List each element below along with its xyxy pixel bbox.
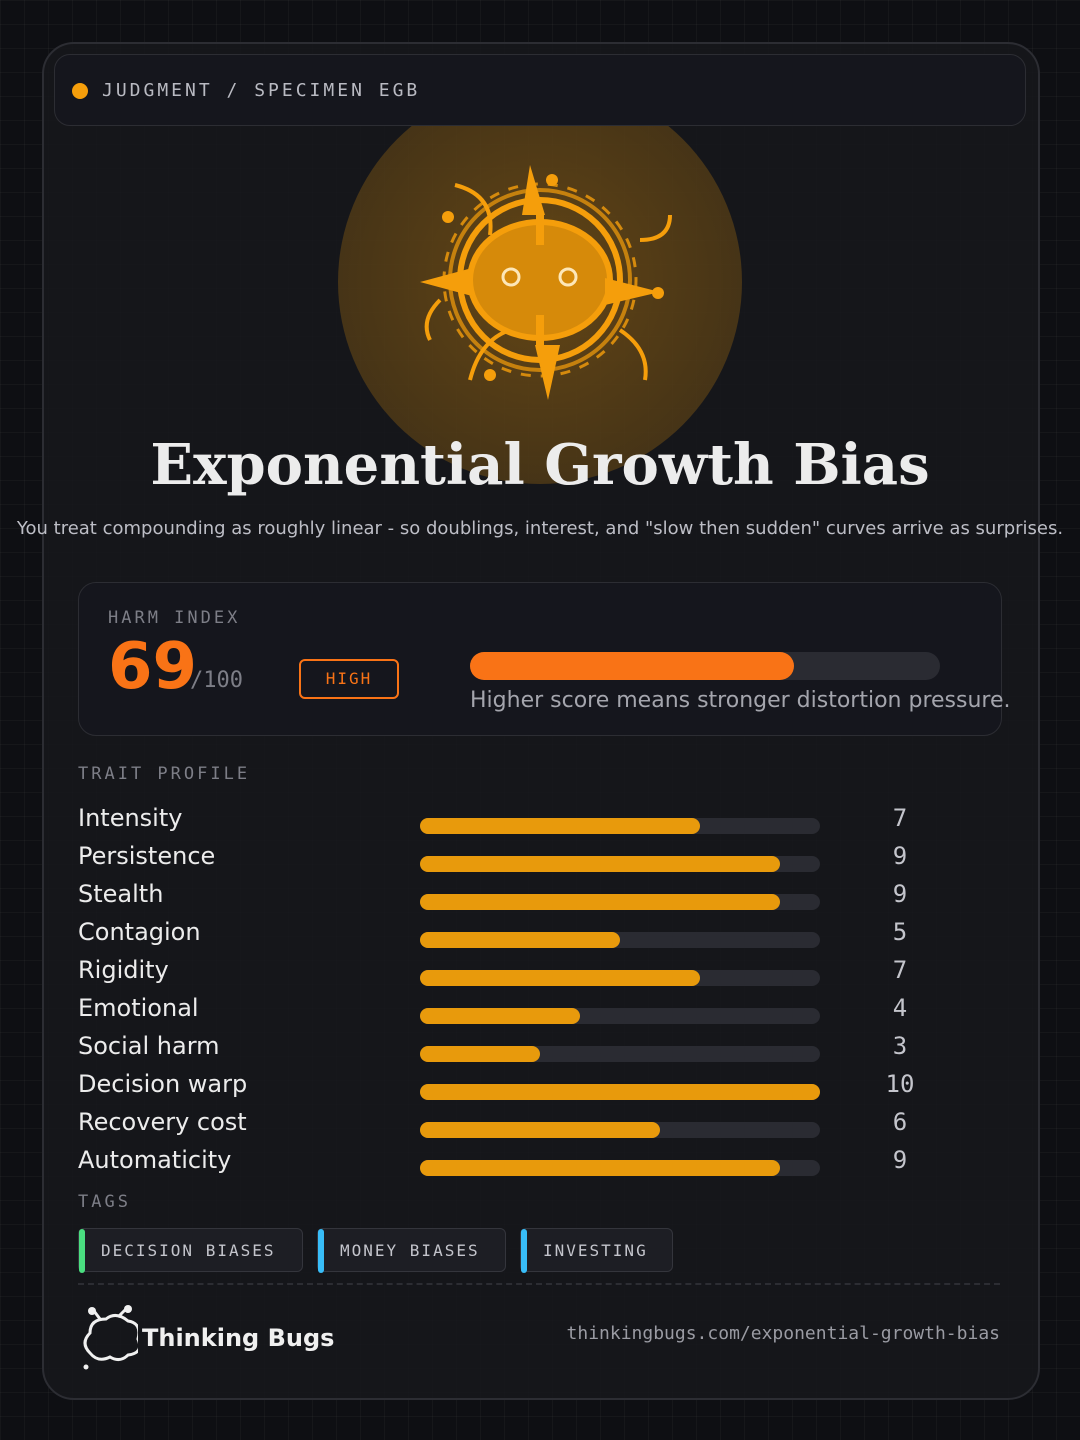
tags-label: TAGS [78,1192,131,1212]
harm-note: Higher score means stronger distortion p… [470,688,1011,713]
trait-value: 10 [885,1070,915,1098]
harm-level: HIGH [299,659,399,699]
tag-color [79,1229,85,1273]
trait-name: Intensity [78,804,183,832]
trait-bar [420,894,780,910]
trait-name: Decision warp [78,1070,248,1098]
trait-name: Automaticity [78,1146,232,1174]
logo [83,1305,138,1370]
trait-name: Contagion [78,918,201,946]
trait-bar [420,1008,580,1024]
traits-label: TRAIT PROFILE [78,764,251,784]
tag-color [521,1229,527,1273]
harm-bar [470,652,795,680]
trait-value: 7 [892,804,908,832]
trait-bar [420,818,700,834]
trait-name: Social harm [78,1032,220,1060]
trait-value: 9 [892,880,908,908]
trait-bar [420,856,780,872]
trait-name: Rigidity [78,956,169,984]
trait-bar [420,932,620,948]
harm-label: HARM INDEX [108,608,241,628]
tag: INVESTING [520,1228,673,1273]
trait-value: 3 [892,1032,908,1060]
divider [78,1283,1000,1285]
harm-max: /100 [190,668,243,693]
harm-score: 69 [108,630,198,704]
header-label: JUDGMENT / SPECIMEN EGB [102,80,421,101]
trait-bar [420,970,700,986]
trait-value: 6 [892,1108,908,1136]
trait-bar [420,1122,660,1138]
status-dot [72,83,88,99]
header-bar [54,54,1026,126]
brand: Thinking Bugs [142,1324,335,1352]
trait-name: Stealth [78,880,164,908]
trait-bar [420,1046,540,1062]
tag-color [318,1229,324,1273]
tag: DECISION BIASES [78,1228,303,1273]
url: thinkingbugs.com/exponential-growth-bias [566,1323,1000,1344]
trait-bar [420,1160,780,1176]
trait-name: Persistence [78,842,216,870]
subtitle: You treat compounding as roughly linear … [16,518,1064,539]
trait-value: 4 [892,994,908,1022]
trait-bar [420,1084,820,1100]
tag: MONEY BIASES [317,1228,506,1273]
trait-name: Recovery cost [78,1108,247,1136]
trait-value: 9 [892,1146,908,1174]
trait-value: 9 [892,842,908,870]
trait-name: Emotional [78,994,199,1022]
title: Exponential Growth Bias [150,432,930,498]
bug-illustration [420,165,672,400]
trait-value: 5 [892,918,908,946]
trait-value: 7 [892,956,908,984]
